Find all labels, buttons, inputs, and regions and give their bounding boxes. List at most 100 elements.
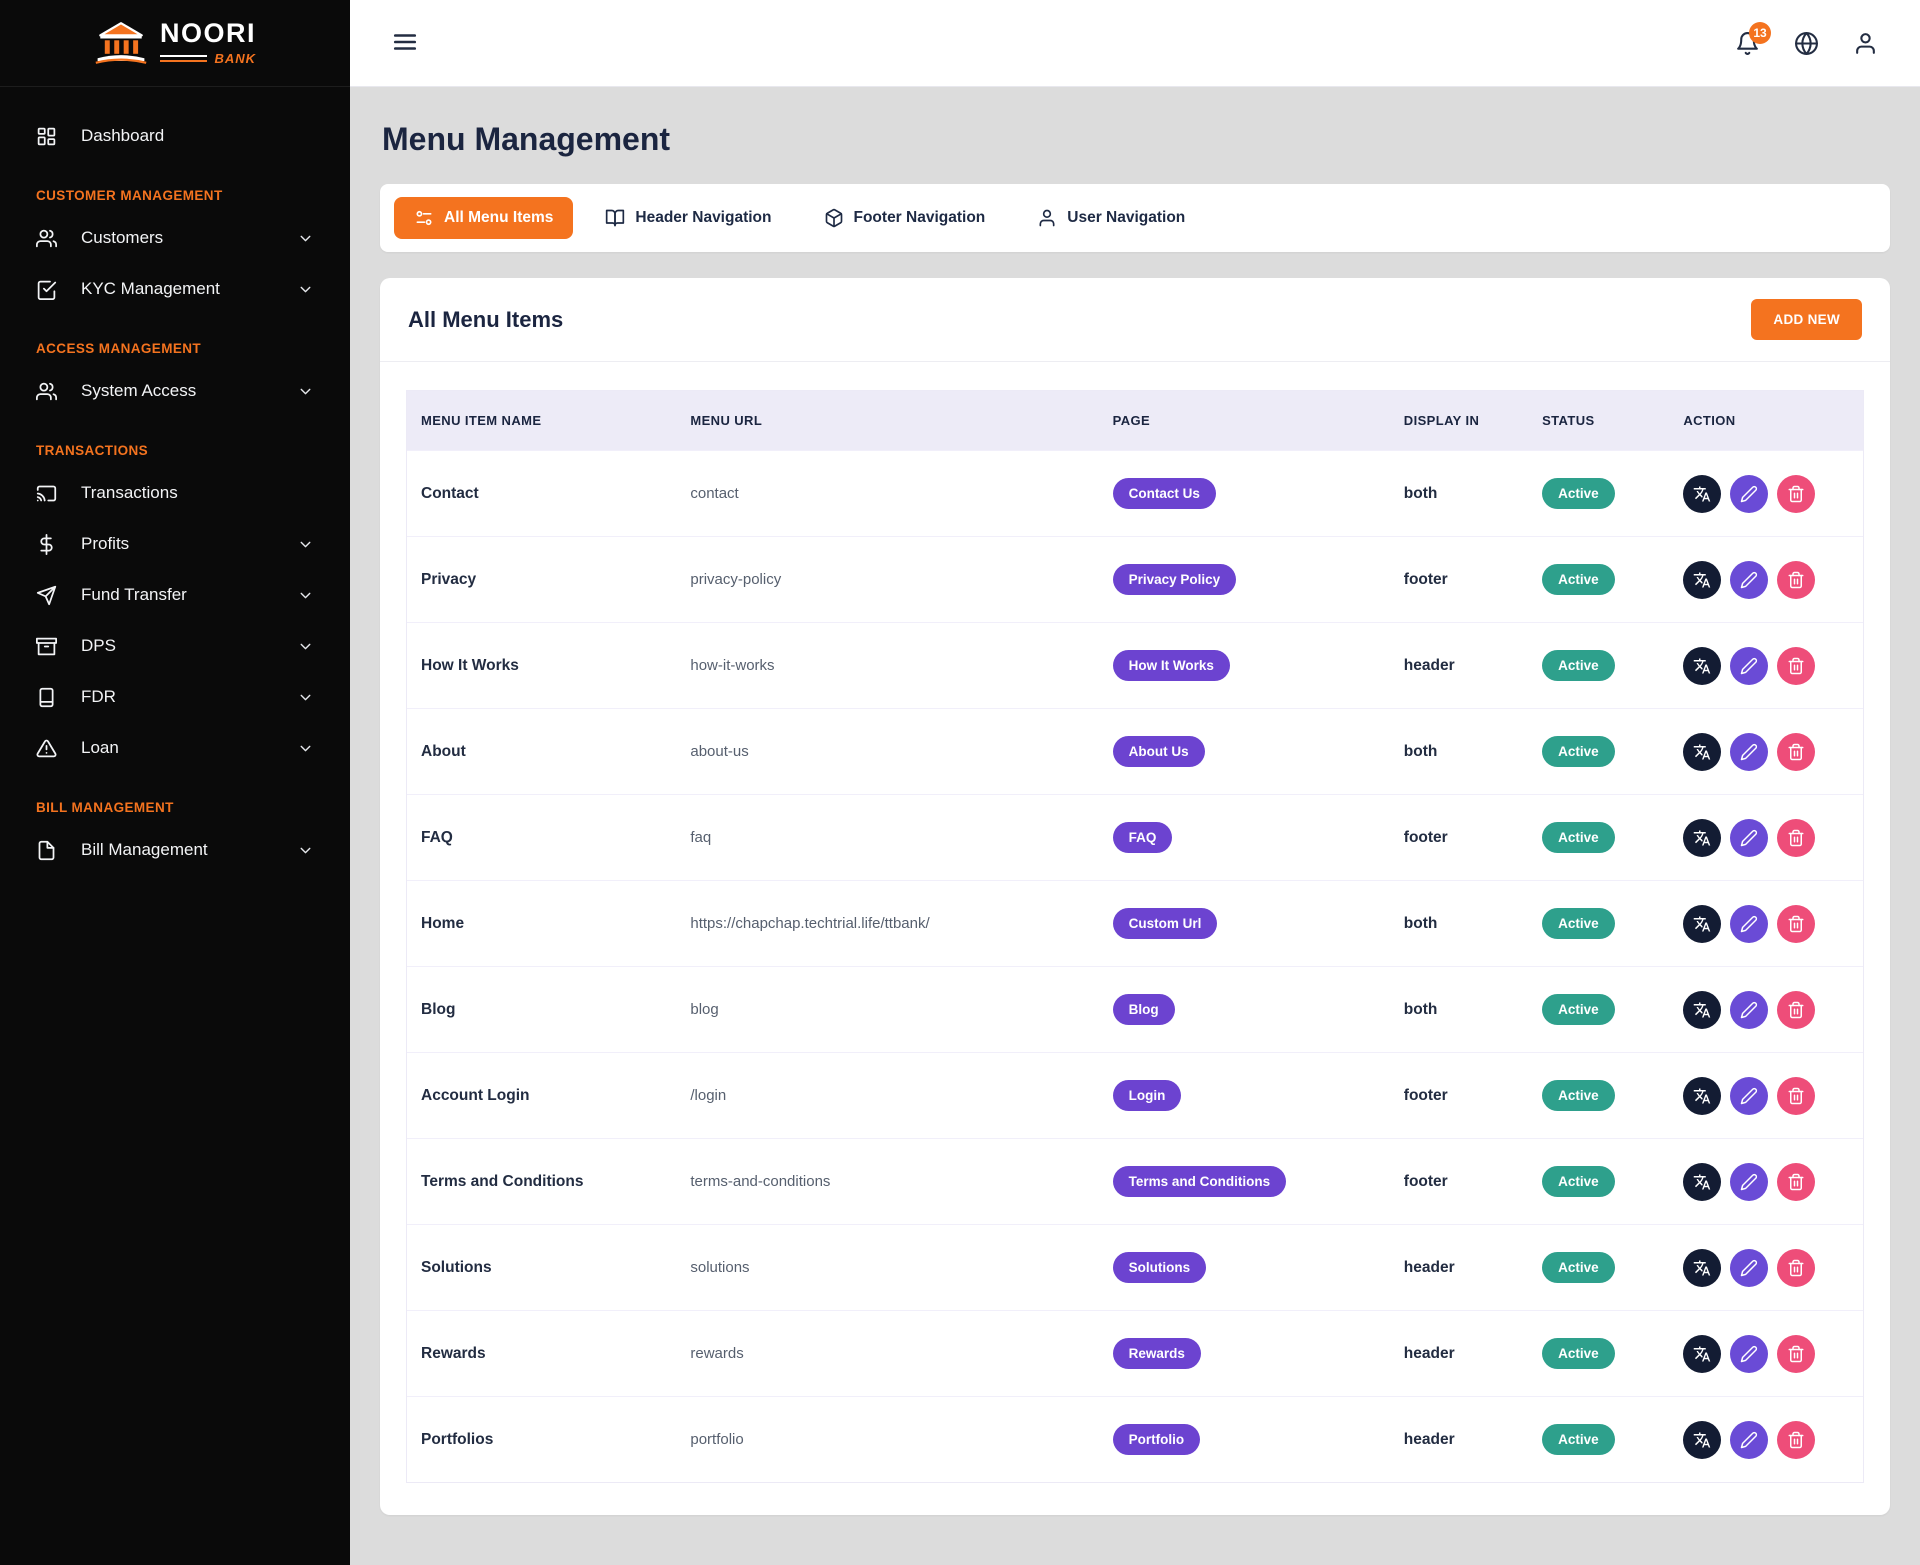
journal-icon: [36, 687, 57, 708]
delete-button[interactable]: [1777, 561, 1815, 599]
delete-button[interactable]: [1777, 991, 1815, 1029]
menu-item-name: Terms and Conditions: [421, 1173, 583, 1190]
translate-button[interactable]: [1683, 733, 1721, 771]
translate-button[interactable]: [1683, 475, 1721, 513]
table-row-solutions: SolutionssolutionsSolutionsheaderActive: [407, 1224, 1863, 1310]
display-in-value: header: [1404, 657, 1455, 674]
delete-button[interactable]: [1777, 1163, 1815, 1201]
add-new-button[interactable]: ADD NEW: [1751, 299, 1862, 340]
check-square-icon: [36, 279, 57, 300]
trash-icon: [1787, 743, 1805, 761]
sidebar-item-label: Customers: [81, 228, 163, 248]
edit-button[interactable]: [1730, 647, 1768, 685]
menu-item-url: https://chapchap.techtrial.life/ttbank/: [690, 915, 929, 932]
trash-icon: [1787, 915, 1805, 933]
delete-button[interactable]: [1777, 475, 1815, 513]
sidebar-item-fdr[interactable]: FDR: [0, 672, 350, 723]
edit-button[interactable]: [1730, 1163, 1768, 1201]
delete-button[interactable]: [1777, 733, 1815, 771]
delete-button[interactable]: [1777, 1077, 1815, 1115]
column-header-menu-url: MENU URL: [676, 391, 1098, 450]
notifications-button[interactable]: 13: [1735, 31, 1760, 56]
sidebar: NOORI BANK DashboardCUSTOMER MANAGEMENTC…: [0, 0, 350, 1565]
page-badge: Privacy Policy: [1113, 564, 1237, 595]
sidebar-item-system-access[interactable]: System Access: [0, 366, 350, 417]
translate-icon: [1693, 657, 1711, 675]
edit-button[interactable]: [1730, 475, 1768, 513]
translate-button[interactable]: [1683, 1421, 1721, 1459]
edit-button[interactable]: [1730, 1077, 1768, 1115]
sidebar-item-label: FDR: [81, 687, 116, 707]
status-badge: Active: [1542, 1166, 1615, 1197]
table-row-rewards: RewardsrewardsRewardsheaderActive: [407, 1310, 1863, 1396]
sidebar-item-dashboard[interactable]: Dashboard: [0, 111, 350, 162]
translate-button[interactable]: [1683, 561, 1721, 599]
sidebar-toggle-button[interactable]: [392, 29, 418, 58]
sidebar-item-fund-transfer[interactable]: Fund Transfer: [0, 570, 350, 621]
tabs-bar: All Menu Items Header Navigation Footer Na…: [380, 184, 1890, 252]
translate-button[interactable]: [1683, 991, 1721, 1029]
sidebar-item-dps[interactable]: DPS: [0, 621, 350, 672]
translate-button[interactable]: [1683, 819, 1721, 857]
table-row-home: Homehttps://chapchap.techtrial.life/ttba…: [407, 880, 1863, 966]
delete-button[interactable]: [1777, 647, 1815, 685]
trash-icon: [1787, 1173, 1805, 1191]
page-badge: FAQ: [1113, 822, 1173, 853]
chevron-down-icon: [297, 842, 314, 859]
sidebar-item-customers[interactable]: Customers: [0, 213, 350, 264]
edit-button[interactable]: [1730, 905, 1768, 943]
tab-user-navigation[interactable]: User Navigation: [1017, 197, 1205, 239]
delete-button[interactable]: [1777, 819, 1815, 857]
users-icon: [36, 228, 57, 249]
translate-button[interactable]: [1683, 1163, 1721, 1201]
display-in-value: both: [1404, 743, 1438, 760]
sidebar-item-loan[interactable]: Loan: [0, 723, 350, 774]
sidebar-item-label: Dashboard: [81, 126, 164, 146]
edit-button[interactable]: [1730, 1335, 1768, 1373]
row-actions: [1683, 475, 1849, 513]
sidebar-item-bill-management[interactable]: Bill Management: [0, 825, 350, 876]
topbar-actions: 13: [1735, 31, 1878, 56]
menu-item-url: privacy-policy: [690, 571, 781, 588]
translate-button[interactable]: [1683, 647, 1721, 685]
translate-icon: [1693, 829, 1711, 847]
edit-button[interactable]: [1730, 1421, 1768, 1459]
profile-button[interactable]: [1853, 31, 1878, 56]
brand-logo[interactable]: NOORI BANK: [0, 0, 350, 87]
table-row-terms-and-conditions: Terms and Conditionsterms-and-conditions…: [407, 1138, 1863, 1224]
tab-all-menu-items[interactable]: All Menu Items: [394, 197, 573, 239]
language-button[interactable]: [1794, 31, 1819, 56]
table-row-account-login: Account Login/loginLoginfooterActive: [407, 1052, 1863, 1138]
sidebar-item-profits[interactable]: Profits: [0, 519, 350, 570]
menu-item-name: Solutions: [421, 1259, 492, 1276]
menu-item-name: Blog: [421, 1001, 455, 1018]
menu-item-name: Account Login: [421, 1087, 530, 1104]
chevron-down-icon: [297, 383, 314, 400]
sidebar-item-transactions[interactable]: Transactions: [0, 468, 350, 519]
menu-item-name: Contact: [421, 485, 479, 502]
edit-button[interactable]: [1730, 733, 1768, 771]
delete-button[interactable]: [1777, 905, 1815, 943]
edit-button[interactable]: [1730, 991, 1768, 1029]
translate-button[interactable]: [1683, 1077, 1721, 1115]
translate-button[interactable]: [1683, 1335, 1721, 1373]
tab-label: Footer Navigation: [854, 209, 986, 227]
edit-button[interactable]: [1730, 1249, 1768, 1287]
delete-button[interactable]: [1777, 1249, 1815, 1287]
sidebar-section-title-transactions: TRANSACTIONS: [0, 417, 350, 468]
delete-button[interactable]: [1777, 1335, 1815, 1373]
translate-icon: [1693, 1259, 1711, 1277]
tab-footer-navigation[interactable]: Footer Navigation: [804, 197, 1006, 239]
edit-button[interactable]: [1730, 561, 1768, 599]
sidebar-item-label: Transactions: [81, 483, 178, 503]
sliders-icon: [414, 208, 434, 228]
translate-button[interactable]: [1683, 1249, 1721, 1287]
panel-header: All Menu Items ADD NEW: [380, 278, 1890, 362]
sidebar-item-kyc-management[interactable]: KYC Management: [0, 264, 350, 315]
translate-button[interactable]: [1683, 905, 1721, 943]
trash-icon: [1787, 1001, 1805, 1019]
edit-button[interactable]: [1730, 819, 1768, 857]
tab-header-navigation[interactable]: Header Navigation: [585, 197, 791, 239]
delete-button[interactable]: [1777, 1421, 1815, 1459]
tab-label: User Navigation: [1067, 209, 1185, 227]
